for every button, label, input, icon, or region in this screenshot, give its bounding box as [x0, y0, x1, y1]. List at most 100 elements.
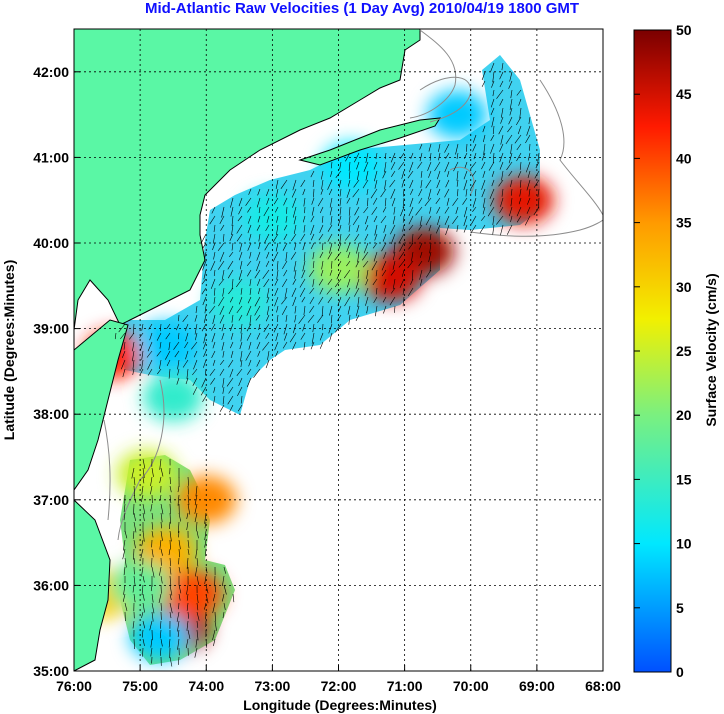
- velocity-vector: [391, 197, 396, 207]
- velocity-vector: [275, 188, 279, 198]
- velocity-vector: [249, 278, 252, 287]
- velocity-vector: [253, 368, 261, 378]
- x-tick-label: 69:00: [519, 678, 555, 694]
- velocity-vector: [262, 269, 270, 279]
- velocity-vector: [444, 215, 450, 226]
- velocity-vector: [186, 521, 189, 531]
- velocity-vector: [393, 206, 396, 215]
- velocity-vector: [327, 251, 333, 260]
- velocity-vector: [229, 251, 234, 257]
- velocity-vector: [168, 638, 171, 648]
- velocity-vector: [159, 566, 162, 576]
- velocity-vector: [240, 395, 243, 404]
- velocity-vector: [169, 656, 173, 667]
- velocity-vector: [232, 593, 235, 603]
- colorbar-tick-label: 50: [676, 22, 692, 38]
- velocity-vector: [221, 323, 225, 332]
- velocity-vector: [303, 197, 306, 207]
- velocity-vector: [362, 251, 369, 261]
- velocity-vector: [160, 503, 164, 515]
- velocity-vector: [372, 242, 378, 249]
- velocity-vector: [365, 152, 369, 163]
- velocity-vector: [239, 260, 243, 270]
- velocity-vector: [510, 197, 513, 207]
- velocity-vector: [343, 269, 351, 279]
- velocity-vector: [213, 638, 216, 647]
- velocity-vector: [514, 134, 522, 144]
- velocity-vector: [142, 512, 145, 522]
- velocity-vector: [219, 404, 225, 412]
- velocity-vector: [447, 170, 450, 177]
- velocity-vector: [366, 188, 369, 195]
- velocity-vector: [265, 332, 270, 339]
- velocity-vector: [434, 161, 441, 172]
- velocity-vector: [142, 647, 144, 657]
- velocity-vector: [178, 332, 180, 340]
- velocity-vector: [178, 314, 180, 322]
- velocity-vector: [266, 215, 270, 223]
- velocity-vector: [169, 557, 171, 567]
- velocity-vector: [373, 215, 378, 223]
- colorbar-tick-label: 25: [676, 343, 692, 359]
- velocity-vector: [256, 197, 261, 208]
- velocity-vector: [383, 251, 387, 259]
- velocity-vector: [345, 152, 351, 162]
- velocity-vector: [257, 278, 261, 286]
- velocity-vector: [132, 341, 135, 352]
- velocity-vector: [218, 296, 225, 307]
- velocity-vector: [419, 143, 423, 150]
- velocity-vector: [481, 188, 486, 198]
- velocity-vector: [330, 215, 333, 225]
- velocity-vector: [445, 179, 450, 188]
- velocity-vector: [187, 548, 190, 555]
- velocity-vector: [185, 350, 189, 360]
- y-tick-label: 42:00: [33, 64, 69, 80]
- velocity-vector: [329, 332, 333, 342]
- velocity-vector: [194, 323, 198, 335]
- velocity-vector: [222, 350, 225, 358]
- velocity-vector: [346, 197, 351, 204]
- velocity-vector: [318, 233, 324, 241]
- velocity-vector: [160, 512, 163, 523]
- velocity-vector: [150, 485, 153, 495]
- velocity-vector: [365, 215, 369, 225]
- velocity-vector: [258, 287, 261, 295]
- velocity-vector: [444, 143, 450, 153]
- velocity-vector: [254, 269, 261, 279]
- velocity-vector: [231, 314, 234, 323]
- velocity-vector: [274, 287, 279, 297]
- velocity-vector: [141, 539, 144, 547]
- velocity-vector: [123, 539, 126, 551]
- velocity-vector: [384, 161, 387, 173]
- velocity-vector: [169, 593, 172, 600]
- velocity-vector: [496, 215, 504, 225]
- velocity-vector: [140, 341, 144, 351]
- velocity-vector: [409, 161, 414, 173]
- velocity-vector: [398, 260, 405, 268]
- velocity-vector: [516, 215, 522, 223]
- velocity-vector: [363, 242, 369, 254]
- velocity-vector: [132, 530, 135, 539]
- velocity-vector: [151, 593, 154, 603]
- velocity-vector: [519, 161, 522, 170]
- velocity-vector: [365, 296, 369, 306]
- y-tick-label: 36:00: [33, 577, 69, 593]
- velocity-vector: [428, 143, 432, 152]
- coverage-north: [115, 55, 540, 415]
- velocity-vector: [347, 278, 351, 288]
- velocity-vector: [471, 215, 477, 225]
- velocity-vector: [214, 611, 216, 622]
- velocity-vector: [309, 305, 315, 313]
- velocity-vector: [212, 593, 216, 602]
- velocity-vector: [445, 224, 450, 236]
- velocity-vector: [177, 368, 180, 376]
- velocity-vector: [339, 197, 342, 207]
- velocity-vector: [425, 215, 432, 226]
- velocity-vector: [348, 206, 351, 216]
- x-axis-label: Longitude (Degrees:Minutes): [243, 697, 437, 713]
- velocity-vector: [133, 539, 136, 549]
- velocity-vector: [453, 161, 459, 172]
- velocity-vector: [508, 80, 513, 89]
- velocity-vector: [281, 296, 288, 305]
- velocity-vector: [230, 341, 234, 349]
